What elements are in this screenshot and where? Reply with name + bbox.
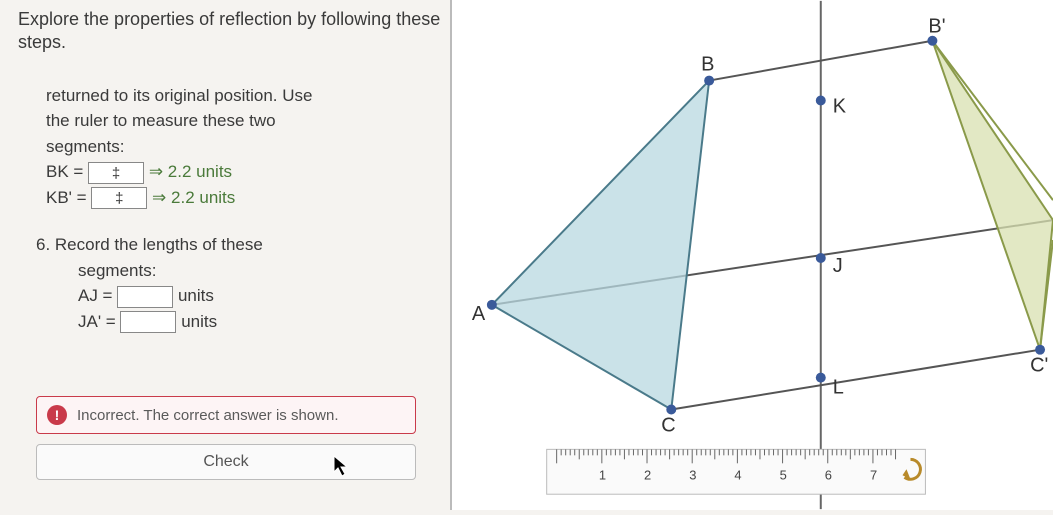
- ruler-tick-6: 6: [825, 467, 832, 482]
- label-j: J: [833, 255, 843, 277]
- ruler-tick-1: 1: [599, 467, 606, 482]
- step5-line3: segments:: [46, 134, 448, 160]
- ja-units: units: [181, 312, 217, 331]
- point-cp: [1035, 345, 1045, 355]
- bk-input[interactable]: ‡: [88, 162, 144, 184]
- ruler-tick-7: 7: [870, 467, 877, 482]
- triangle-reflected: [932, 41, 1053, 350]
- kb-input[interactable]: ‡: [91, 187, 147, 209]
- point-j: [816, 253, 826, 263]
- point-b: [704, 76, 714, 86]
- label-a: A: [472, 303, 486, 325]
- segment-cc: [671, 350, 1040, 410]
- triangle-abc: [492, 81, 709, 410]
- ja-input[interactable]: [120, 311, 176, 333]
- label-b: B: [701, 54, 714, 76]
- step6-heading: 6. Record the lengths of these: [36, 232, 448, 258]
- ruler-tick-4: 4: [734, 467, 741, 482]
- reflection-diagram: A B C K J L B' C' 1 2 3 4 5 6 7: [452, 0, 1053, 510]
- kb-answer: ⇒ 2.2 units: [152, 188, 235, 207]
- aj-input[interactable]: [117, 286, 173, 308]
- bk-answer: ⇒ 2.2 units: [149, 162, 232, 181]
- ja-label: JA' =: [78, 312, 116, 331]
- ruler-tick-3: 3: [689, 467, 696, 482]
- ruler-tick-2: 2: [644, 467, 651, 482]
- step6-line2: segments:: [78, 258, 448, 284]
- step5-line1: returned to its original position. Use: [46, 83, 448, 109]
- point-a: [487, 300, 497, 310]
- ruler[interactable]: 1 2 3 4 5 6 7: [547, 449, 926, 494]
- diagram-panel: A B C K J L B' C' 1 2 3 4 5 6 7: [450, 0, 1053, 510]
- label-cp: C': [1030, 355, 1048, 377]
- intro-text: Explore the properties of reflection by …: [18, 8, 448, 55]
- label-c: C: [661, 414, 675, 436]
- alert-icon: !: [47, 405, 67, 425]
- step-5-block: returned to its original position. Use t…: [46, 83, 448, 211]
- label-bp: B': [928, 16, 945, 38]
- step-6-block: 6. Record the lengths of these segments:…: [36, 232, 448, 334]
- point-k: [816, 96, 826, 106]
- point-c: [666, 405, 676, 415]
- check-button[interactable]: Check: [36, 444, 416, 480]
- kb-label: KB' =: [46, 188, 87, 207]
- label-l: L: [833, 377, 844, 399]
- aj-units: units: [178, 286, 214, 305]
- bk-label: BK =: [46, 162, 83, 181]
- point-l: [816, 373, 826, 383]
- label-k: K: [833, 95, 847, 117]
- feedback-box: ! Incorrect. The correct answer is shown…: [36, 396, 416, 434]
- step5-line2: the ruler to measure these two: [46, 108, 448, 134]
- feedback-text: Incorrect. The correct answer is shown.: [77, 407, 339, 424]
- aj-label: AJ =: [78, 286, 113, 305]
- instruction-panel: Explore the properties of reflection by …: [18, 8, 448, 480]
- ruler-tick-5: 5: [780, 467, 787, 482]
